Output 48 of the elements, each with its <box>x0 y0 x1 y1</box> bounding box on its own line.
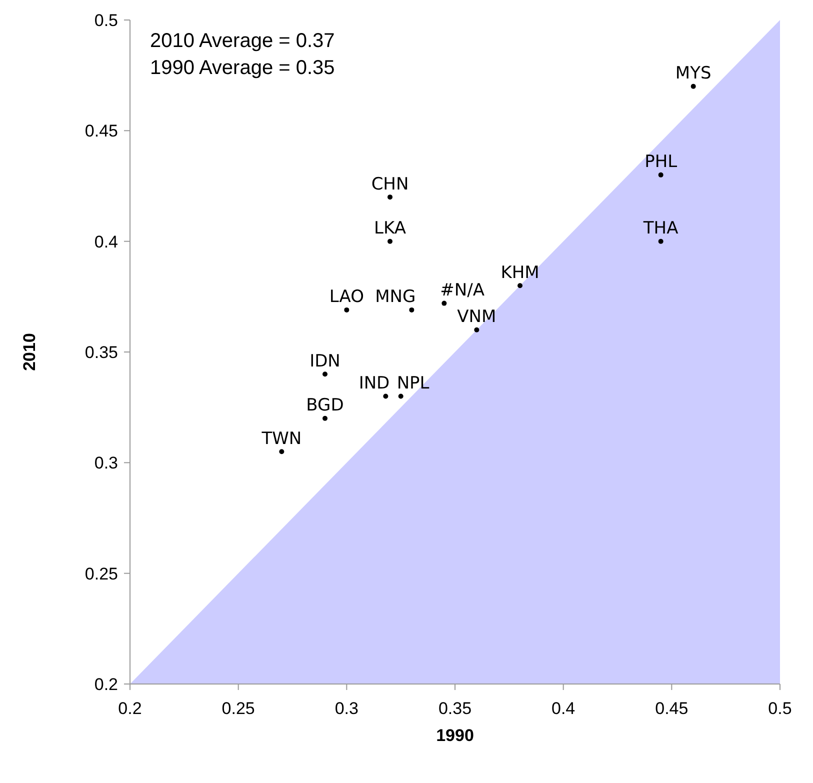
y-tick-label: 0.3 <box>94 454 118 473</box>
series-label: THA <box>642 218 679 239</box>
point <box>322 416 328 421</box>
x-tick-label: 0.5 <box>768 699 792 718</box>
point <box>658 172 664 178</box>
point <box>409 307 414 312</box>
point <box>398 394 404 399</box>
series-label: BGD <box>306 396 344 416</box>
x-tick-label: 0.25 <box>222 699 255 718</box>
series-label: MNG <box>375 287 416 308</box>
point <box>442 300 447 306</box>
y-tick-label: 0.35 <box>84 342 118 362</box>
point <box>344 307 350 312</box>
series-label: IND <box>358 374 390 394</box>
y-tick-label: 0.4 <box>94 232 118 252</box>
x-tick-label: 0.2 <box>118 699 142 718</box>
x-tick-label: 0.35 <box>438 699 472 718</box>
y-tick-label: 0.45 <box>84 122 118 141</box>
series-label: VNM <box>457 307 496 328</box>
annotation: 2010 Average = 0.37 <box>150 30 335 52</box>
y-tick-label: 0.5 <box>94 10 118 30</box>
x-axis-title: 1990 <box>436 726 474 745</box>
series-label: PHL <box>644 152 678 172</box>
x-tick-label: 0.45 <box>655 699 688 718</box>
series-label: LAO <box>329 287 364 308</box>
y-tick-label: 0.2 <box>94 674 118 694</box>
point <box>279 449 284 454</box>
series-label: MYS <box>675 64 712 84</box>
point <box>383 394 388 399</box>
point <box>518 283 522 288</box>
series-label: CHN <box>371 174 409 194</box>
series-label: KHM <box>500 262 540 283</box>
y-tick-label: 0.25 <box>84 564 118 584</box>
point <box>690 84 696 89</box>
series-label: LKA <box>374 218 406 239</box>
x-tick-label: 0.3 <box>334 699 358 718</box>
series-label: TWN <box>260 428 302 449</box>
point <box>388 194 392 200</box>
x-tick-label: 0.4 <box>552 699 576 718</box>
series-label: IDN <box>310 351 340 372</box>
point <box>658 238 664 244</box>
point <box>388 238 392 244</box>
annotation: 1990 Average = 0.35 <box>150 57 335 79</box>
y-axis-title: 2010 <box>20 333 39 371</box>
series-label: NPL <box>396 374 430 394</box>
series-label: #N/A <box>440 280 485 301</box>
point <box>322 372 328 377</box>
point <box>474 327 480 332</box>
